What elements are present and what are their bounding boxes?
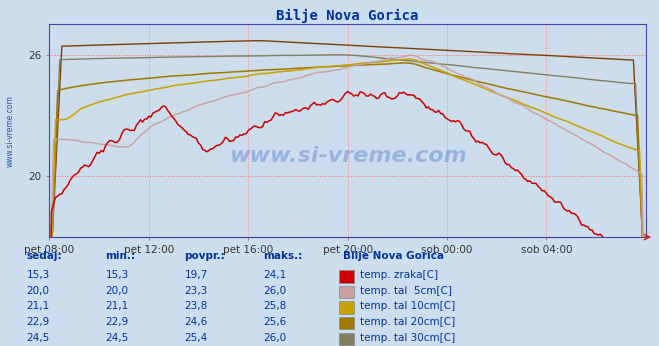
Text: temp. zraka[C]: temp. zraka[C] (360, 270, 439, 280)
Text: 21,1: 21,1 (105, 301, 129, 311)
Text: maks.:: maks.: (264, 251, 303, 261)
Text: 25,8: 25,8 (264, 301, 287, 311)
Text: 26,0: 26,0 (264, 286, 287, 296)
Bar (339, 270, 354, 283)
Text: temp. tal 30cm[C]: temp. tal 30cm[C] (360, 333, 456, 343)
Text: Bilje Nova Gorica: Bilje Nova Gorica (343, 251, 444, 261)
Text: 19,7: 19,7 (185, 270, 208, 280)
Text: 20,0: 20,0 (105, 286, 129, 296)
Text: www.si-vreme.com: www.si-vreme.com (5, 95, 14, 167)
Text: 22,9: 22,9 (105, 317, 129, 327)
Text: 15,3: 15,3 (26, 270, 49, 280)
Bar (339, 286, 354, 298)
Text: 23,3: 23,3 (185, 286, 208, 296)
Text: 24,5: 24,5 (26, 333, 49, 343)
Bar (339, 317, 354, 329)
Text: povpr.:: povpr.: (185, 251, 225, 261)
Text: 24,6: 24,6 (185, 317, 208, 327)
Text: temp. tal  5cm[C]: temp. tal 5cm[C] (360, 286, 453, 296)
Text: temp. tal 10cm[C]: temp. tal 10cm[C] (360, 301, 456, 311)
Title: Bilje Nova Gorica: Bilje Nova Gorica (276, 9, 419, 23)
Text: www.si-vreme.com: www.si-vreme.com (229, 146, 467, 166)
Bar (339, 333, 354, 345)
Text: 25,4: 25,4 (185, 333, 208, 343)
Text: 22,9: 22,9 (26, 317, 49, 327)
Text: 26,0: 26,0 (264, 333, 287, 343)
Text: 21,1: 21,1 (26, 301, 49, 311)
Text: sedaj:: sedaj: (26, 251, 62, 261)
Text: 20,0: 20,0 (26, 286, 49, 296)
Text: 24,1: 24,1 (264, 270, 287, 280)
Text: temp. tal 20cm[C]: temp. tal 20cm[C] (360, 317, 456, 327)
Bar (339, 301, 354, 314)
Text: 23,8: 23,8 (185, 301, 208, 311)
Text: 25,6: 25,6 (264, 317, 287, 327)
Text: 15,3: 15,3 (105, 270, 129, 280)
Text: 24,5: 24,5 (105, 333, 129, 343)
Text: min.:: min.: (105, 251, 136, 261)
